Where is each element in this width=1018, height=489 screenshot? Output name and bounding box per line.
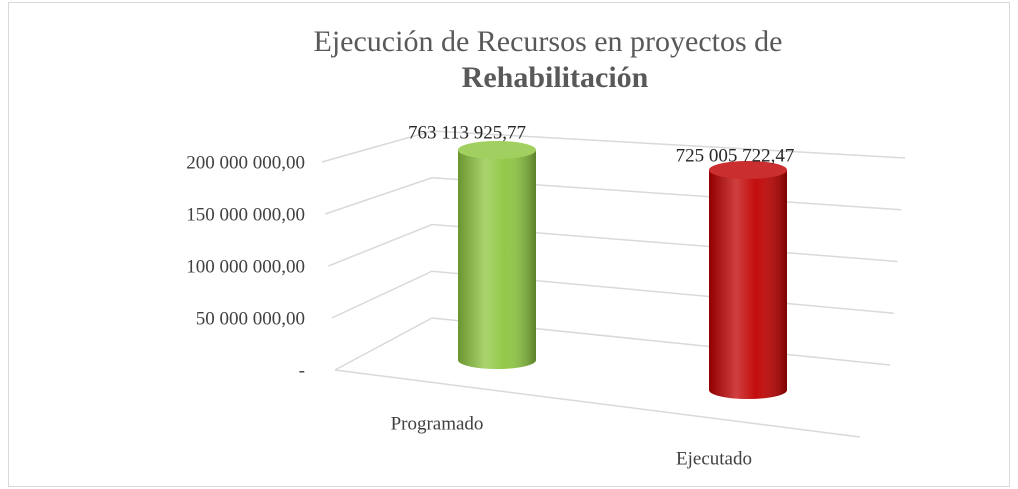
bar (709, 161, 787, 399)
data-label: 763 113 925,77 (408, 122, 526, 143)
bar-top (458, 141, 536, 159)
bar-top-shine (709, 161, 787, 179)
floor-edge (334, 369, 861, 438)
data-label: 725 005 722,47 (676, 145, 795, 166)
x-tick-label: Programado (391, 413, 484, 434)
y-tick-label: 50 000 000,00 (196, 308, 305, 329)
bar-shade (458, 150, 536, 369)
y-tick-label: 100 000 000,00 (186, 256, 305, 277)
y-tick-label: 150 000 000,00 (186, 204, 305, 225)
chart-title: Ejecución de Recursos en proyectos de (314, 25, 783, 58)
chart-title: Rehabilitación (462, 61, 649, 94)
y-tick-label: - (299, 360, 305, 381)
bar-top-shine (458, 141, 536, 159)
bar (458, 141, 536, 369)
bar-shade (709, 170, 787, 399)
y-tick-label: 200 000 000,00 (186, 152, 305, 173)
x-tick-label: Ejecutado (676, 448, 752, 469)
grid-line (321, 130, 906, 163)
bar-top (709, 161, 787, 179)
